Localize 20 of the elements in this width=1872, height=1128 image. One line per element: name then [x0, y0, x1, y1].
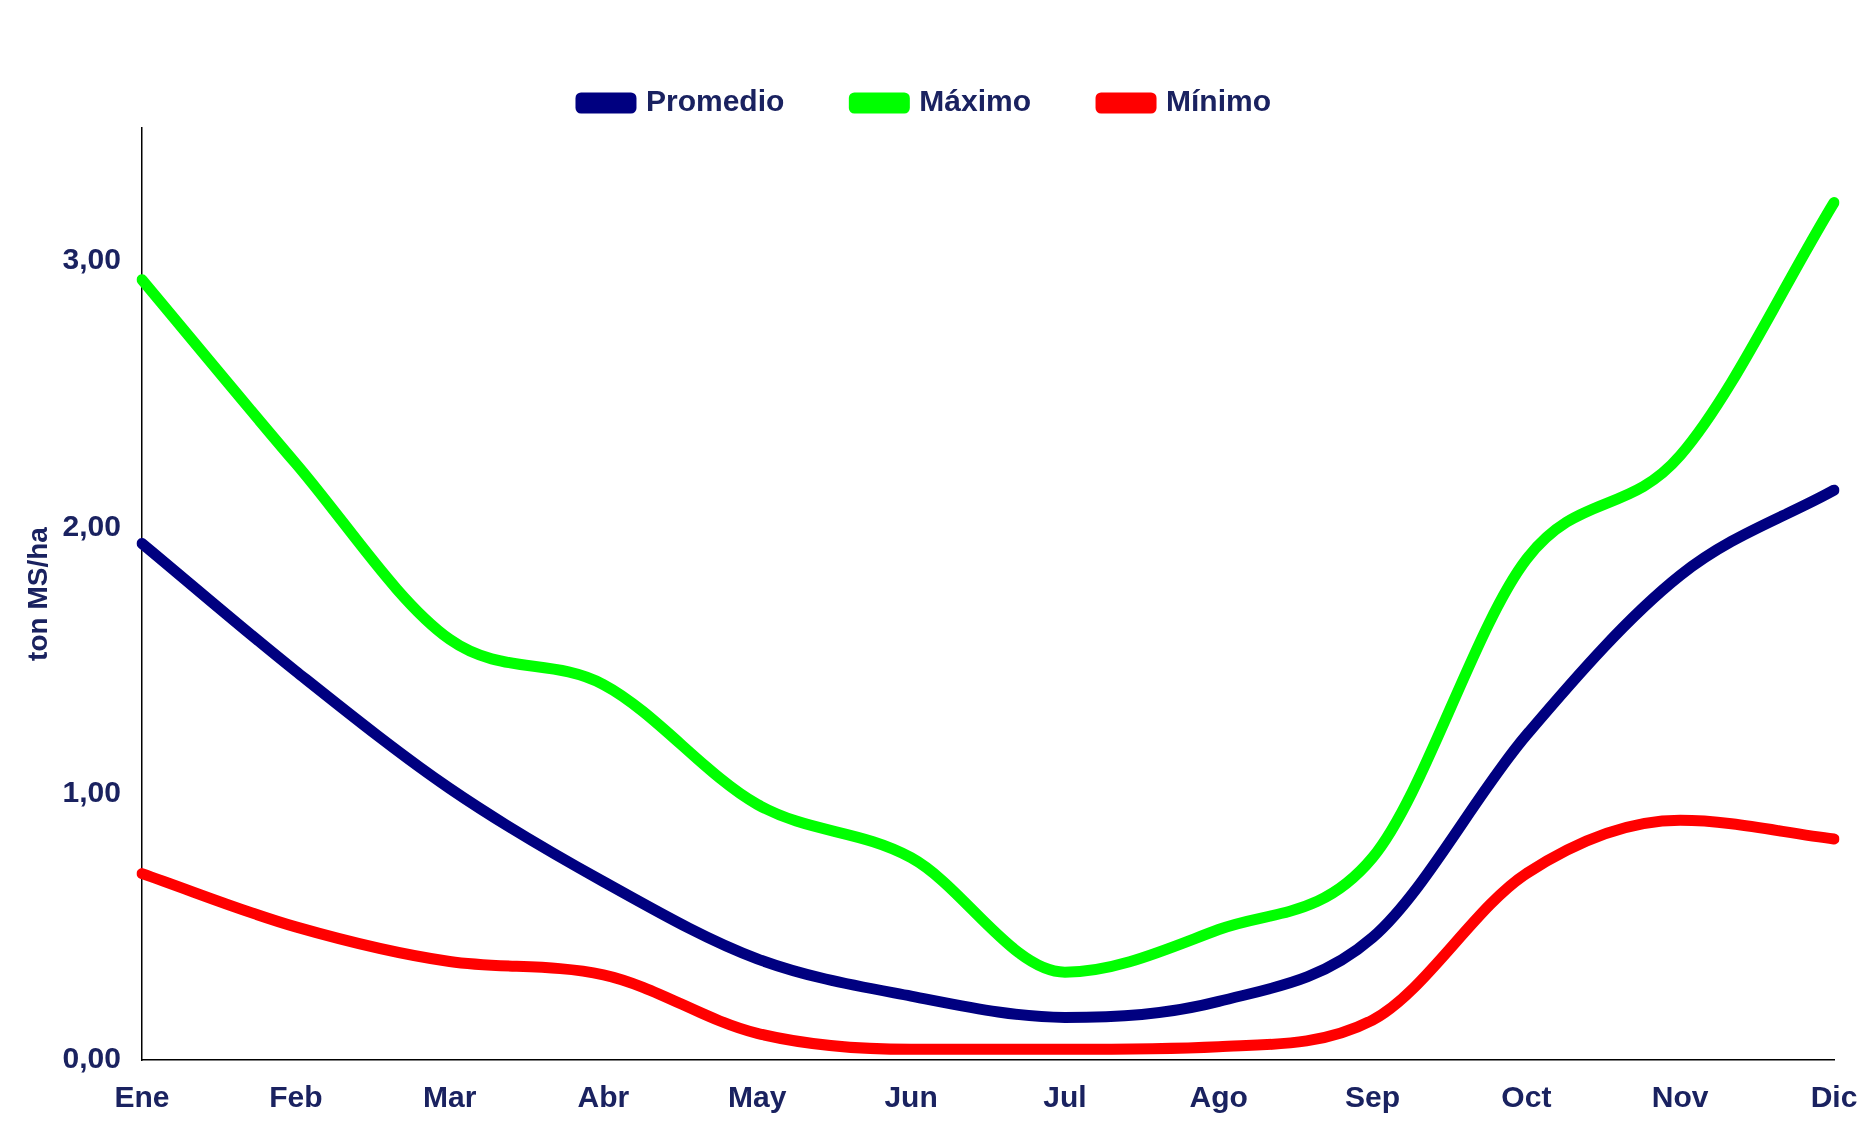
- x-tick-label: Oct: [1501, 1080, 1552, 1114]
- x-tick-label: Nov: [1651, 1080, 1709, 1114]
- y-tick-label: 2,00: [62, 508, 121, 542]
- x-tick-label: Feb: [269, 1080, 323, 1114]
- x-tick-label: Mar: [422, 1080, 477, 1114]
- legend-label: Promedio: [645, 84, 785, 118]
- y-axis-title: ton MS/ha: [21, 526, 53, 661]
- x-tick-label: Abr: [577, 1080, 630, 1114]
- x-tick-label: Ene: [114, 1080, 170, 1114]
- x-tick-label: Sep: [1345, 1080, 1401, 1114]
- legend-label: Mínimo: [1166, 84, 1272, 118]
- x-tick-label: Dic: [1810, 1080, 1858, 1114]
- x-tick-label: May: [728, 1080, 787, 1114]
- x-tick-label: Ago: [1189, 1080, 1248, 1114]
- y-tick-label: 3,00: [62, 242, 121, 276]
- y-tick-label: 1,00: [62, 774, 121, 808]
- x-tick-label: Jul: [1043, 1080, 1087, 1114]
- y-tick-label: 0,00: [62, 1041, 121, 1075]
- x-tick-label: Jun: [884, 1080, 938, 1114]
- legend-label: Máximo: [919, 84, 1032, 118]
